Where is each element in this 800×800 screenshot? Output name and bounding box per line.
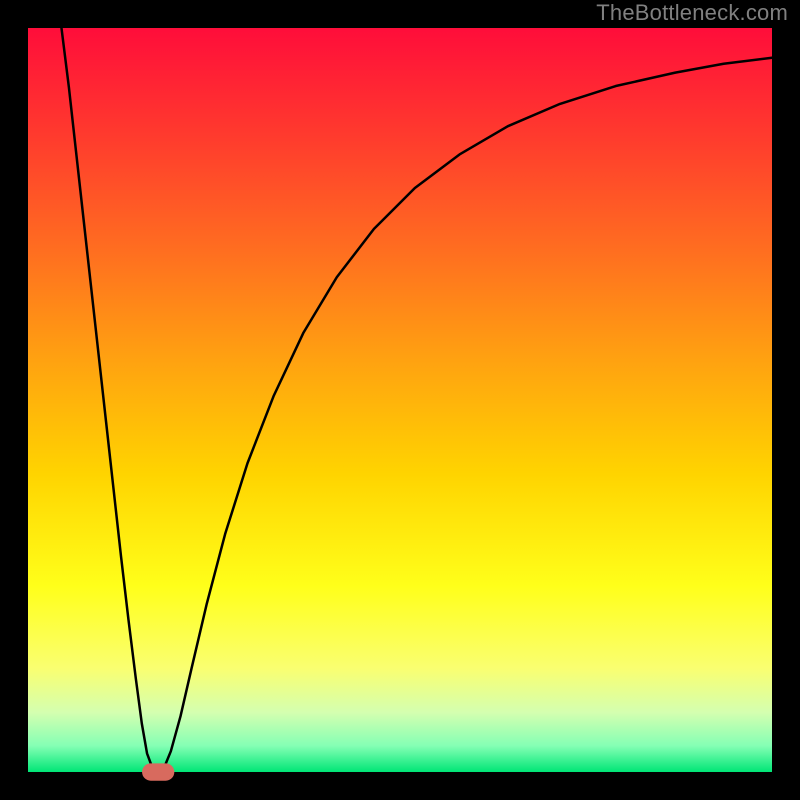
watermark-label: TheBottleneck.com — [596, 0, 788, 26]
optimal-point-marker — [143, 764, 174, 780]
chart-svg — [0, 0, 800, 800]
bottleneck-chart: TheBottleneck.com — [0, 0, 800, 800]
gradient-plot-area — [28, 28, 772, 772]
